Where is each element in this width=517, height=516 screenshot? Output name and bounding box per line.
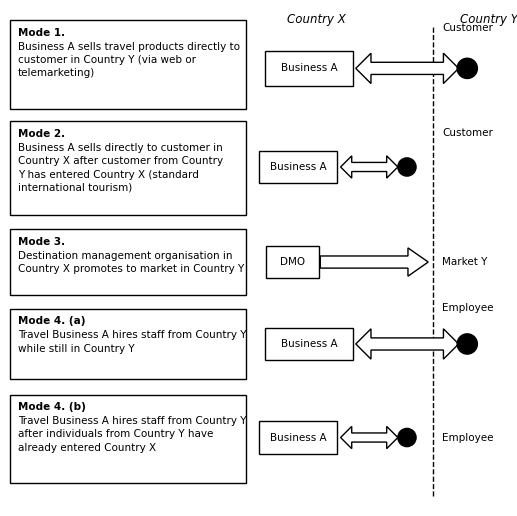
Circle shape (457, 58, 477, 78)
Text: Customer: Customer (442, 23, 493, 33)
Text: Business A: Business A (281, 339, 338, 349)
Text: DMO: DMO (280, 257, 305, 267)
Text: Destination management organisation in
Country X promotes to market in Country Y: Destination management organisation in C… (18, 251, 244, 274)
Polygon shape (356, 53, 459, 84)
Circle shape (398, 158, 416, 176)
Text: Customer: Customer (442, 127, 493, 138)
Text: Business A sells travel products directly to
customer in Country Y (via web or
t: Business A sells travel products directl… (18, 42, 240, 78)
Text: Employee: Employee (442, 432, 493, 443)
FancyBboxPatch shape (258, 151, 337, 183)
Polygon shape (321, 248, 428, 276)
Text: Business A: Business A (270, 432, 326, 443)
Text: Mode 3.: Mode 3. (18, 237, 65, 247)
Polygon shape (356, 329, 459, 359)
Text: Employee: Employee (442, 302, 493, 313)
FancyBboxPatch shape (266, 246, 319, 279)
Text: Business A sells directly to customer in
Country X after customer from Country
Y: Business A sells directly to customer in… (18, 143, 223, 193)
Circle shape (398, 428, 416, 447)
Text: Travel Business A hires staff from Country Y
after individuals from Country Y ha: Travel Business A hires staff from Count… (18, 416, 246, 453)
Text: Business A: Business A (281, 63, 338, 73)
Polygon shape (341, 426, 398, 448)
FancyBboxPatch shape (10, 20, 246, 109)
Text: Mode 4. (b): Mode 4. (b) (18, 402, 86, 412)
Text: Business A: Business A (270, 162, 326, 172)
Polygon shape (341, 156, 398, 178)
FancyBboxPatch shape (265, 328, 354, 360)
Circle shape (457, 334, 477, 354)
FancyBboxPatch shape (10, 121, 246, 215)
Text: Market Y: Market Y (442, 257, 488, 267)
FancyBboxPatch shape (265, 51, 354, 86)
Text: Mode 2.: Mode 2. (18, 129, 65, 139)
FancyBboxPatch shape (10, 229, 246, 295)
FancyBboxPatch shape (258, 421, 337, 454)
FancyBboxPatch shape (10, 395, 246, 483)
Text: Country X: Country X (287, 13, 346, 26)
FancyBboxPatch shape (10, 309, 246, 379)
Text: Mode 4. (a): Mode 4. (a) (18, 316, 85, 326)
Text: Mode 1.: Mode 1. (18, 28, 65, 38)
Text: Travel Business A hires staff from Country Y
while still in Country Y: Travel Business A hires staff from Count… (18, 330, 246, 353)
Text: Country Y: Country Y (460, 13, 517, 26)
